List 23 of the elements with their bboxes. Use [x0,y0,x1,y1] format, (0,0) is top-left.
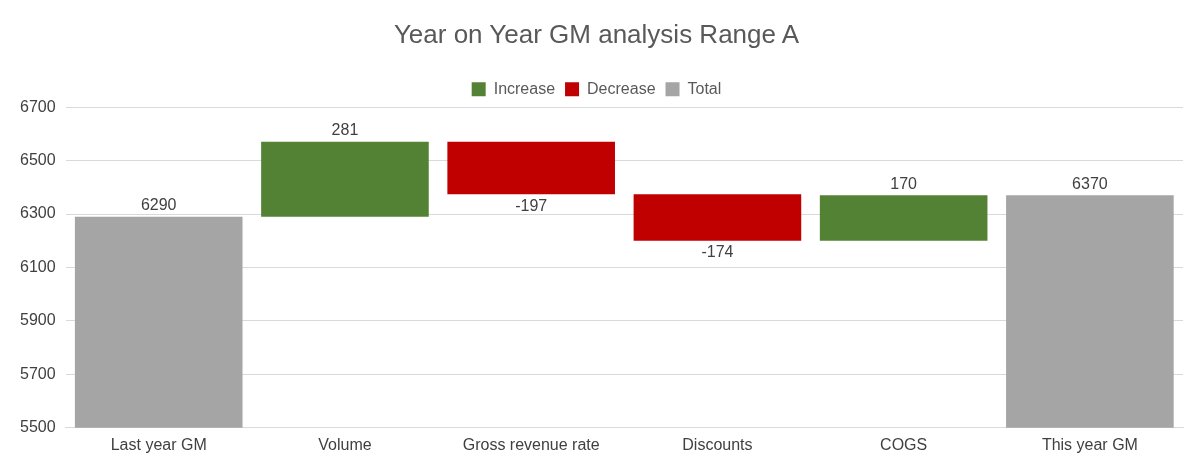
x-tick-label: COGS [880,435,928,453]
data-label: 281 [331,121,359,139]
legend-label: Decrease [587,79,656,97]
y-tick-label: 5700 [20,364,56,382]
x-tick-label: Volume [318,435,372,453]
y-tick-label: 6500 [20,151,56,169]
data-label: 170 [890,174,918,192]
legend-label: Increase [493,79,556,97]
x-tick-label: Gross revenue rate [462,435,600,453]
y-tick-label: 6700 [20,97,56,115]
legend-label: Total [687,79,722,97]
x-tick-label: This year GM [1041,435,1138,453]
y-tick-label: 6100 [20,257,56,275]
data-label: -174 [701,243,734,261]
data-label: -197 [515,196,548,214]
data-label: 6290 [140,196,177,214]
y-tick-label: 5900 [20,311,56,329]
chart-title: Year on Year GM analysis Range A [393,18,800,49]
data-label: 6370 [1072,174,1108,192]
x-tick-label: Last year GM [110,435,207,453]
x-tick-label: Discounts [682,435,753,453]
y-tick-label: 6300 [20,204,56,222]
y-tick-label: 5500 [20,418,56,436]
